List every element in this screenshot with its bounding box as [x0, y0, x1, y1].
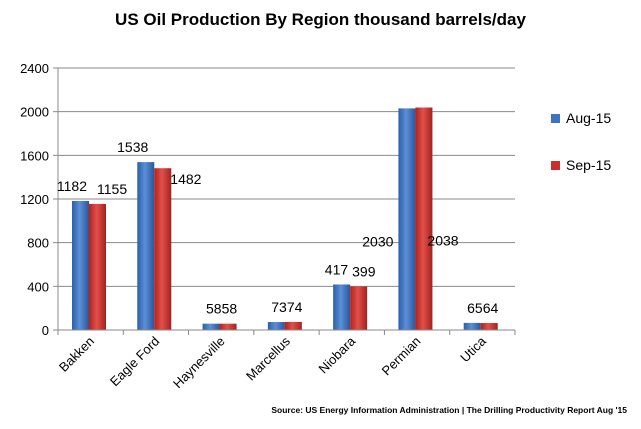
source-note: Source: US Energy Information Administra… [271, 405, 627, 415]
y-tick-label: 400 [27, 279, 49, 294]
bars [72, 107, 498, 331]
legend-label: Aug-15 [566, 110, 611, 126]
bar-sep-15-permian [415, 107, 433, 330]
legend-label: Sep-15 [566, 157, 611, 173]
y-tick-labels: 0 400 800 1200 1600 2000 2400 [20, 61, 49, 338]
x-tick-label: Permian [379, 334, 424, 379]
bar-aug-15-eagle-ford [137, 162, 155, 330]
axes [53, 67, 516, 335]
x-tick-labels: Bakken Eagle Ford Haynesville Marcellus Niob… [56, 333, 490, 391]
data-label: 399 [352, 263, 376, 279]
y-tick-label: 0 [42, 323, 49, 338]
data-labels: 1182 1155 1538 1482 58 58 73 74 417 399 2030 2038 65… [57, 139, 499, 317]
bar-sep-15-niobara [350, 286, 368, 330]
x-tick-label: Eagle Ford [107, 334, 163, 390]
bar-aug-15-utica [463, 322, 481, 330]
data-label: 1482 [170, 171, 201, 187]
data-label: 58 [222, 301, 238, 317]
data-label: 2038 [427, 233, 458, 249]
bar-sep-15-haynesville [219, 323, 237, 330]
data-label: 2030 [362, 233, 393, 249]
bar-sep-15-eagle-ford [154, 168, 172, 330]
bar-aug-15-bakken [72, 200, 89, 330]
y-tick-label: 800 [27, 236, 49, 251]
bar-aug-15-marcellus [267, 322, 285, 330]
data-label: 1538 [117, 139, 148, 155]
y-tick-label: 1600 [20, 148, 49, 163]
data-label: 74 [287, 299, 303, 315]
x-tick-label: Utica [457, 333, 489, 365]
bar-aug-15-niobara [333, 284, 351, 330]
data-label: 1155 [97, 181, 127, 197]
x-tick-label: Bakken [56, 334, 97, 375]
bar-aug-15-permian [398, 108, 416, 331]
x-tick-label: Niobara [315, 333, 358, 376]
y-tick-label: 1200 [20, 192, 49, 207]
bar-sep-15-marcellus [284, 321, 302, 330]
data-label: 58 [206, 301, 222, 317]
data-label: 417 [325, 261, 349, 277]
bar-aug-15-haynesville [202, 323, 220, 330]
y-tick-label: 2000 [20, 105, 49, 120]
data-label: 73 [271, 299, 287, 315]
y-tick-label: 2400 [20, 61, 49, 76]
data-label: 64 [483, 300, 499, 316]
legend-swatch [551, 114, 560, 123]
chart-title: US Oil Production By Region thousand bar… [115, 10, 526, 29]
legend: Aug-15 Sep-15 [551, 110, 611, 173]
bar-sep-15-utica [480, 323, 498, 330]
bar-sep-15-bakken [89, 203, 106, 330]
data-label: 1182 [57, 178, 87, 194]
gridlines [58, 67, 515, 331]
legend-swatch [551, 161, 560, 170]
x-tick-label: Haynesville [170, 334, 228, 392]
x-tick-label: Marcellus [243, 333, 293, 383]
data-label: 65 [467, 300, 483, 316]
